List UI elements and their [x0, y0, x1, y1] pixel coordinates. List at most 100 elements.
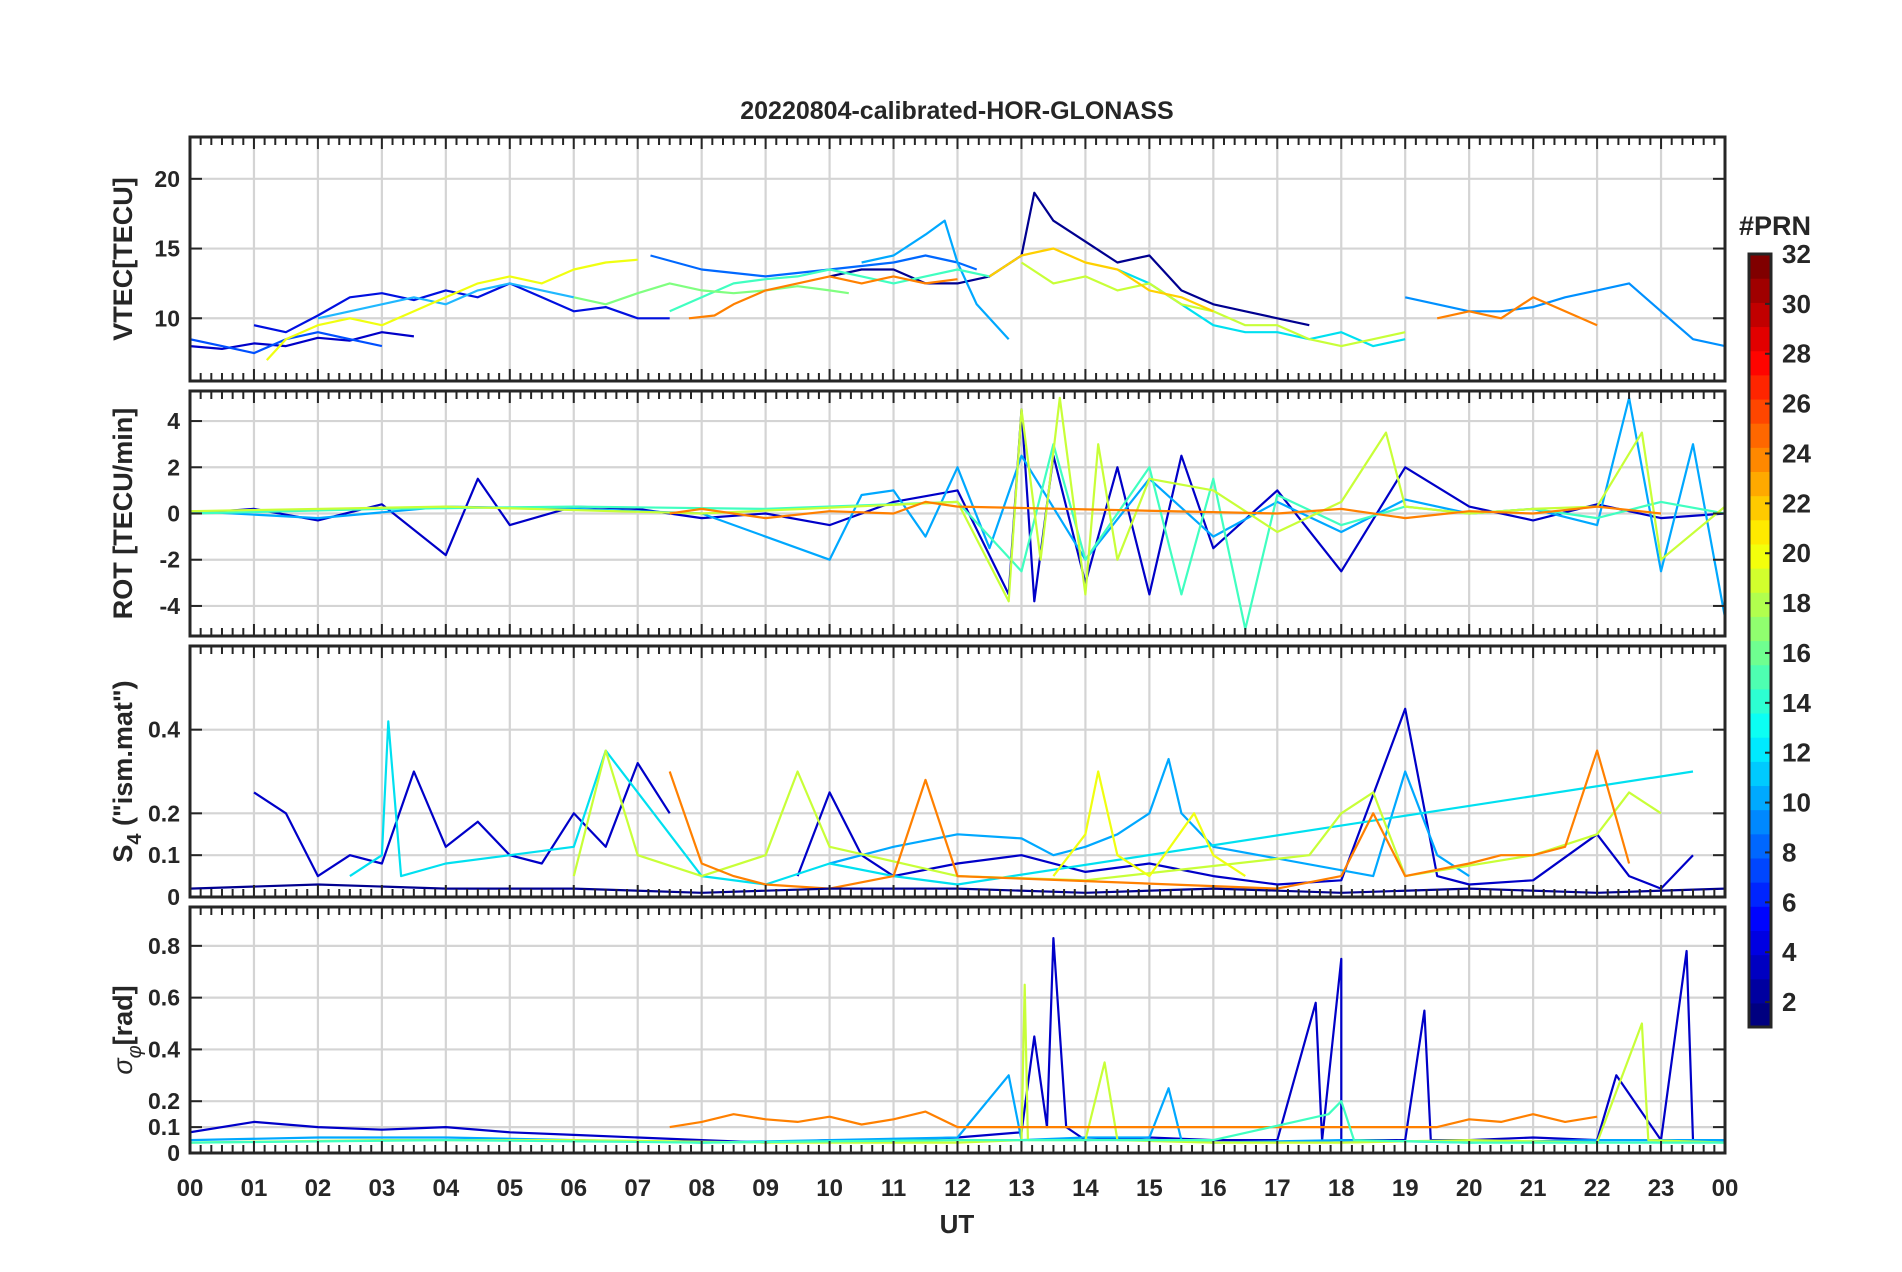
series-prn-3-0: [253, 761, 671, 878]
colorbar-tick-label: 18: [1782, 588, 1811, 618]
x-tick-label: 13: [1008, 1175, 1035, 1202]
x-tick-label: 10: [816, 1175, 843, 1202]
x-tick-label: 22: [1584, 1175, 1611, 1202]
x-tick-label: 08: [688, 1175, 715, 1202]
y-tick-label: 0.1: [148, 842, 180, 868]
y-tick-label: 0.1: [148, 1114, 180, 1140]
y-tick-label: 15: [154, 236, 180, 262]
series-prn-24-15: [1436, 296, 1598, 327]
x-tick-labels: 00 01 02 03 04 05 06 07 08 09 10 11 12 13 14 15 16 17 18 19…: [177, 1175, 1739, 1202]
colorbar-swatch: [1749, 568, 1771, 593]
colorbar-swatch: [1749, 447, 1771, 473]
series-prn-9-6: [861, 219, 1010, 340]
series-prn-7-4: [650, 254, 978, 278]
x-tick-label: 18: [1328, 1175, 1355, 1202]
colorbar-swatch: [1749, 423, 1771, 448]
colorbar-swatch: [1749, 930, 1771, 956]
colorbar-tick-label: 2: [1782, 987, 1796, 1017]
colorbar-swatch: [1749, 302, 1771, 328]
colorbar-tick-label: 24: [1782, 438, 1811, 468]
colorbar-swatch: [1749, 906, 1771, 931]
y-tick-label: 0: [167, 884, 180, 910]
x-tick-label: 16: [1200, 1175, 1227, 1202]
x-tick-label: 11: [881, 1175, 906, 1202]
colorbar-swatch: [1749, 254, 1771, 279]
colorbar-swatch: [1749, 374, 1771, 400]
y-tick-label: 0.2: [148, 1088, 180, 1114]
series-prn-8-5: [1404, 282, 1725, 348]
series-prn-10-7: [317, 282, 575, 320]
panel-2: -4 -2 0 2 4 ROT [TECU/min]: [108, 389, 1727, 638]
y-tick-label: 0: [167, 501, 180, 527]
series-prn-24-14: [688, 275, 958, 320]
y-tick-label: 10: [154, 305, 180, 331]
colorbar-swatch: [1749, 278, 1771, 303]
series-prn-4-1: [253, 282, 670, 334]
colorbar-swatch: [1749, 616, 1771, 642]
x-tick-label: 00: [1712, 1175, 1739, 1202]
x-tick-label: 17: [1264, 1175, 1291, 1202]
colorbar-tick-label: 20: [1782, 538, 1811, 568]
panel-3: 0 0.1 0.2 0.4S4 ("ism.mat"): [108, 644, 1727, 910]
colorbar-tick-label: 14: [1782, 688, 1811, 718]
series-prn-20-12: [265, 258, 638, 361]
colorbar-swatch: [1749, 664, 1771, 690]
colorbar-swatch: [1749, 1002, 1771, 1028]
y-tick-label: -4: [160, 593, 181, 619]
colorbar-tick-label: 12: [1782, 738, 1811, 768]
colorbar-swatch: [1749, 978, 1771, 1004]
y-axis-label: VTEC[TECU]: [108, 177, 138, 341]
y-tick-label: 0.4: [148, 1036, 180, 1062]
colorbar-tick-label: 16: [1782, 638, 1811, 668]
y-tick-label: 0: [167, 1140, 180, 1166]
series-prn-24-4: [669, 500, 1662, 520]
x-tick-label: 06: [560, 1175, 587, 1202]
y-tick-label: 0.6: [148, 985, 180, 1011]
x-axis-label: UT: [940, 1209, 975, 1239]
colorbar-swatch: [1749, 519, 1771, 545]
x-tick-label: 05: [496, 1175, 523, 1202]
colorbar-tick-label: 6: [1782, 887, 1796, 917]
panel-1: 10 15 20 VTEC[TECU]: [108, 135, 1727, 383]
colorbar-swatch: [1749, 761, 1771, 787]
series-prn-24-6: [668, 749, 1631, 890]
x-tick-label: 02: [305, 1175, 332, 1202]
y-tick-label: 20: [154, 166, 180, 192]
colorbar-tick-label: 26: [1782, 389, 1811, 419]
x-tick-label: 03: [369, 1175, 396, 1202]
colorbar-swatch: [1749, 471, 1771, 497]
colorbar-tick-label: 32: [1782, 239, 1811, 269]
x-tick-label: 09: [752, 1175, 779, 1202]
series-prn-16-10: [573, 282, 849, 306]
series-prn-14-9: [669, 268, 990, 313]
x-tick-label: 01: [241, 1175, 268, 1202]
x-tick-label: 07: [624, 1175, 651, 1202]
colorbar-swatch: [1749, 543, 1771, 569]
x-tick-label: 20: [1456, 1175, 1483, 1202]
y-tick-label: -2: [160, 547, 180, 573]
colorbar-tick-label: 8: [1782, 837, 1796, 867]
y-axis-label: ROT [TECU/min]: [108, 408, 138, 619]
colorbar-tick-label: 22: [1782, 488, 1811, 518]
colorbar-swatch: [1749, 954, 1771, 980]
y-axis-label: S4 ("ism.mat"): [108, 680, 146, 862]
series-prn-22-13: [988, 247, 1214, 313]
colorbar-tick-label: 4: [1782, 937, 1797, 967]
panel-4: 00.10.2 0.4 0.6 0.8σφ[rad]: [108, 905, 1727, 1166]
x-tick-label: 14: [1072, 1175, 1099, 1202]
y-tick-label: 0.4: [148, 717, 180, 743]
colorbar-tick-label: 30: [1782, 289, 1811, 319]
colorbar-swatch: [1749, 398, 1771, 424]
x-tick-label: 00: [177, 1175, 204, 1202]
x-tick-label: 21: [1520, 1175, 1547, 1202]
colorbar-swatch: [1749, 785, 1771, 811]
y-tick-label: 0.2: [148, 800, 180, 826]
x-tick-label: 04: [432, 1175, 459, 1202]
colorbar-swatch: [1749, 737, 1771, 762]
x-tick-label: 15: [1136, 1175, 1163, 1202]
x-tick-label: 19: [1392, 1175, 1419, 1202]
colorbar-swatch: [1749, 326, 1771, 352]
chart-title: 20220804-calibrated-HOR-GLONASS: [740, 97, 1173, 125]
